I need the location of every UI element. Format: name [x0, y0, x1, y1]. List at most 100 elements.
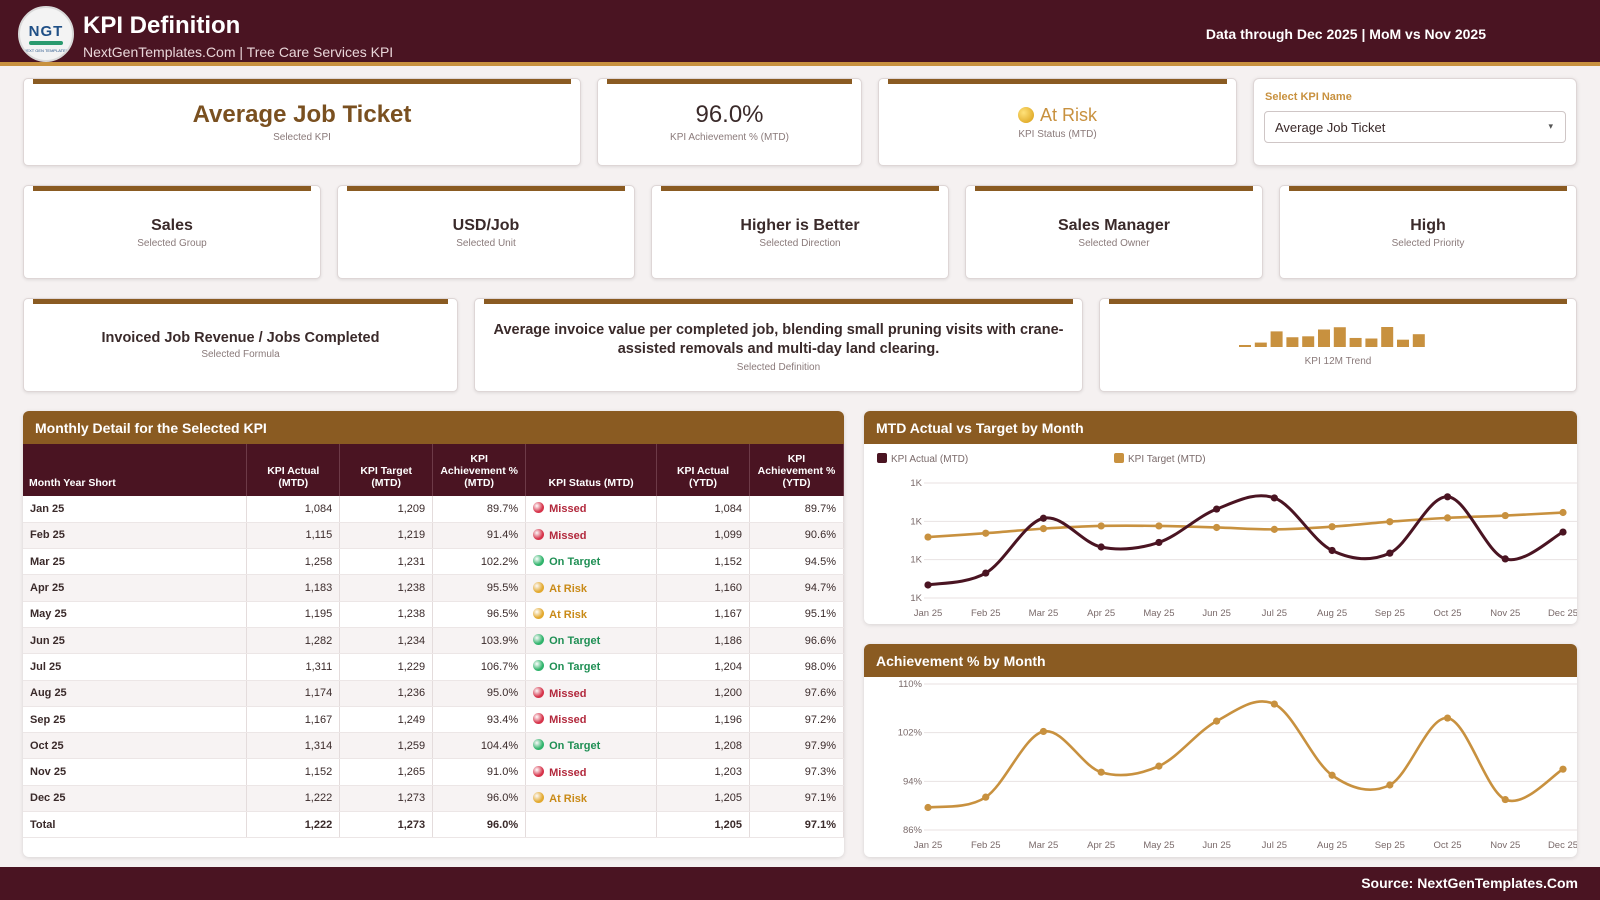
- table-row[interactable]: Dec 25 1,222 1,273 96.0% At Risk 1,205 97.1%: [23, 785, 844, 813]
- formula-value: Invoiced Job Revenue / Jobs Completed: [101, 330, 380, 346]
- table-row[interactable]: Sep 25 1,167 1,249 93.4% Missed 1,196 97.2%: [23, 706, 844, 734]
- y-tick-label: 1K: [910, 516, 922, 527]
- table-cell: 1,099: [656, 522, 750, 550]
- card-accent-bar: [661, 186, 939, 191]
- table-cell: 1,174: [246, 680, 341, 707]
- chevron-down-icon[interactable]: ▾: [1548, 121, 1553, 131]
- table-total-row[interactable]: Total 1,222 1,273 96.0% 1,205 97.1%: [23, 811, 844, 839]
- table-row[interactable]: Mar 25 1,258 1,231 102.2% On Target 1,152 94.5…: [23, 548, 844, 576]
- table-row[interactable]: Aug 25 1,174 1,236 95.0% Missed 1,200 97.6%: [23, 680, 844, 707]
- data-point: [1213, 505, 1221, 513]
- attribute-value: USD/Job: [452, 217, 520, 234]
- table-cell: 102.2%: [432, 548, 527, 576]
- trend-card: KPI 12M Trend: [1099, 298, 1577, 392]
- trend-bar: [1239, 345, 1251, 347]
- table-cell: 91.0%: [432, 758, 527, 786]
- column-header[interactable]: KPI Achievement % (YTD): [749, 444, 844, 496]
- formula-label: Selected Formula: [201, 349, 280, 360]
- trend-label: KPI 12M Trend: [1304, 356, 1372, 367]
- status-dot-icon: [533, 502, 545, 514]
- column-header[interactable]: KPI Status (MTD): [525, 444, 658, 496]
- column-header[interactable]: KPI Target (MTD): [339, 444, 434, 496]
- achievement-value: 96.0%: [695, 101, 764, 128]
- status-dot-icon: [533, 765, 545, 777]
- table-cell: 95.0%: [432, 680, 527, 707]
- table-cell: 1,084: [246, 496, 341, 523]
- data-point: [1097, 522, 1105, 530]
- table-cell: 1,229: [339, 653, 434, 681]
- table-cell: 1,205: [656, 785, 750, 813]
- card-accent-bar: [888, 79, 1227, 84]
- chart-title: Achievement % by Month: [864, 644, 1577, 677]
- table-row[interactable]: Oct 25 1,314 1,259 104.4% On Target 1,208 97.9…: [23, 732, 844, 760]
- table-cell: 1,115: [246, 522, 341, 550]
- data-point: [924, 803, 932, 812]
- source-label: Source: NextGenTemplates.Com: [1361, 875, 1578, 891]
- x-tick-label: Jan 25: [914, 840, 943, 851]
- table-cell: 95.5%: [432, 574, 527, 602]
- table-cell: 1,209: [339, 496, 434, 523]
- table-cell: 1,219: [339, 522, 434, 550]
- table-cell: 97.3%: [749, 758, 844, 786]
- data-point: [1328, 771, 1336, 779]
- table-row[interactable]: Jun 25 1,282 1,234 103.9% On Target 1,186 96.6…: [23, 627, 844, 655]
- table-row[interactable]: Nov 25 1,152 1,265 91.0% Missed 1,203 97.3%: [23, 758, 844, 786]
- table-row[interactable]: Jul 25 1,311 1,229 106.7% On Target 1,204 98.0…: [23, 653, 844, 681]
- table-cell: 1,311: [246, 653, 341, 681]
- monthly-detail-panel: Monthly Detail for the Selected KPI Mont…: [23, 411, 844, 857]
- status-value-wrap: At Risk: [879, 105, 1236, 126]
- data-point: [1501, 795, 1509, 804]
- table-cell: 96.6%: [749, 627, 844, 655]
- table-row[interactable]: Feb 25 1,115 1,219 91.4% Missed 1,099 90.6%: [23, 522, 844, 550]
- table-cell: 1,167: [656, 601, 750, 628]
- table-row[interactable]: May 25 1,195 1,238 96.5% At Risk 1,167 95.1%: [23, 601, 844, 628]
- achievement-card: 96.0% KPI Achievement % (MTD): [597, 78, 862, 166]
- table-cell: 1,152: [246, 758, 341, 786]
- table-cell: Jan 25: [23, 496, 248, 523]
- table-cell: 97.1%: [749, 785, 844, 813]
- status-cell: Missed: [525, 680, 658, 707]
- table-cell: 106.7%: [432, 653, 527, 681]
- legend-swatch: [1114, 453, 1124, 463]
- status-cell: Missed: [525, 496, 658, 523]
- kpi-name-value: Average Job Ticket: [192, 101, 412, 128]
- x-tick-label: Mar 25: [1029, 840, 1059, 851]
- column-header[interactable]: Month Year Short: [23, 444, 248, 496]
- legend-item-target: KPI Target (MTD): [1114, 453, 1206, 465]
- table-cell: 1,265: [339, 758, 434, 786]
- trend-bar: [1333, 327, 1346, 347]
- table-cell: 1,258: [246, 548, 341, 576]
- card-accent-bar: [347, 186, 625, 191]
- table-row[interactable]: Jan 25 1,084 1,209 89.7% Missed 1,084 89.7%: [23, 496, 844, 523]
- data-point: [1155, 538, 1163, 547]
- x-tick-label: Dec 25: [1548, 608, 1577, 619]
- status-cell: Missed: [525, 758, 658, 786]
- x-tick-label: Aug 25: [1317, 840, 1347, 851]
- table-header-row: Month Year Short KPI Actual (MTD) KPI Targ…: [23, 444, 844, 496]
- column-header[interactable]: KPI Actual (YTD): [656, 444, 750, 496]
- status-dot-icon: [533, 555, 545, 567]
- table-cell: 1,186: [656, 627, 750, 655]
- x-tick-label: Dec 25: [1548, 840, 1577, 851]
- table-cell: 1,195: [246, 601, 341, 628]
- data-point: [1443, 493, 1452, 501]
- y-tick-label: 1K: [910, 478, 922, 489]
- monthly-detail-table: Month Year Short KPI Actual (MTD) KPI Targ…: [23, 444, 844, 839]
- table-cell: Total: [23, 811, 248, 839]
- column-header[interactable]: KPI Actual (MTD): [246, 444, 341, 496]
- table-row[interactable]: Apr 25 1,183 1,238 95.5% At Risk 1,160 94.7%: [23, 574, 844, 602]
- table-cell: Oct 25: [23, 732, 248, 760]
- card-accent-bar: [1289, 186, 1567, 191]
- attribute-value: Sales Manager: [1057, 217, 1171, 234]
- data-point: [1039, 727, 1048, 736]
- data-point: [1097, 543, 1105, 551]
- column-header[interactable]: KPI Achievement % (MTD): [432, 444, 527, 496]
- kpi-name-dropdown[interactable]: Average Job Ticket ▾: [1264, 111, 1566, 143]
- trend-bar: [1381, 327, 1394, 347]
- legend-label: KPI Target (MTD): [1128, 454, 1206, 465]
- status-dot-icon: [533, 634, 545, 646]
- table-cell: 1,183: [246, 574, 341, 602]
- data-point: [1039, 514, 1048, 522]
- status-cell: On Target: [525, 627, 658, 655]
- table-cell: Aug 25: [23, 680, 248, 707]
